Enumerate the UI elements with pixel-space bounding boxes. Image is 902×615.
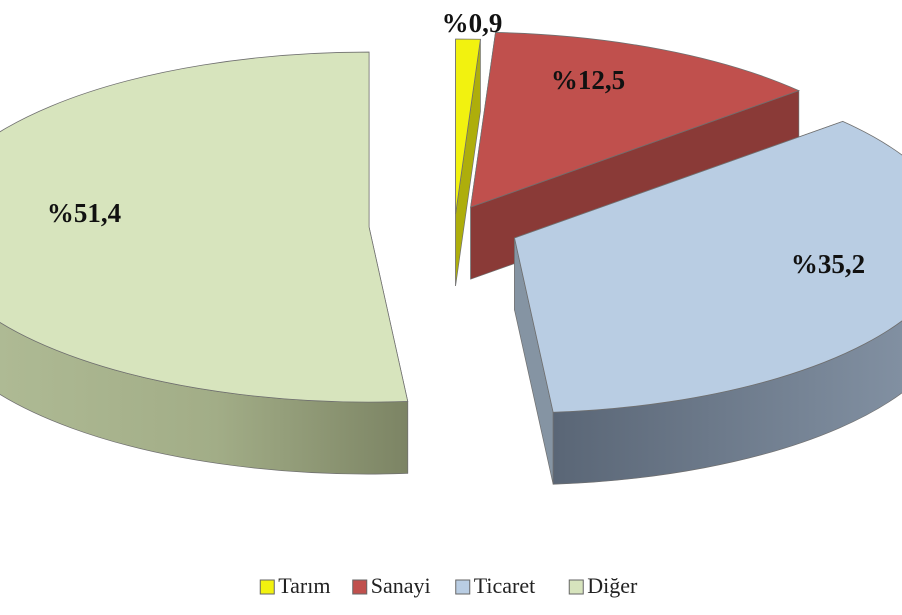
legend-swatch-ticaret (455, 579, 471, 595)
pie-top-layer (0, 32, 902, 413)
pie-slice-ticaret (514, 120, 902, 413)
legend-item-diger: Diğer (568, 573, 638, 598)
legend-swatch-diger (568, 579, 584, 595)
pie-slice-diger (0, 51, 409, 403)
pie-slice-sanayi (470, 32, 800, 208)
legend-label-sanayi: Sanayi (371, 573, 431, 598)
legend: Tarım Sanayi Ticaret Diğer (259, 573, 638, 598)
data-label-sanayi: %12,5 (551, 65, 625, 95)
data-label-diger: %51,4 (47, 198, 121, 228)
data-label-tarim: %0,9 (442, 8, 503, 38)
legend-label-ticaret: Ticaret (474, 573, 536, 598)
legend-label-tarim: Tarım (278, 573, 330, 598)
legend-swatch-tarim (259, 579, 275, 595)
legend-label-diger: Diğer (587, 573, 638, 598)
legend-item-sanayi: Sanayi (352, 573, 431, 598)
pie-slice-tarim (455, 38, 481, 215)
legend-swatch-sanayi (352, 579, 368, 595)
legend-item-ticaret: Ticaret (455, 573, 536, 598)
legend-item-tarim: Tarım (259, 573, 330, 598)
data-label-ticaret: %35,2 (791, 249, 865, 279)
pie-label-layer: %0,9 %12,5 %35,2 %51,4 (47, 8, 865, 279)
